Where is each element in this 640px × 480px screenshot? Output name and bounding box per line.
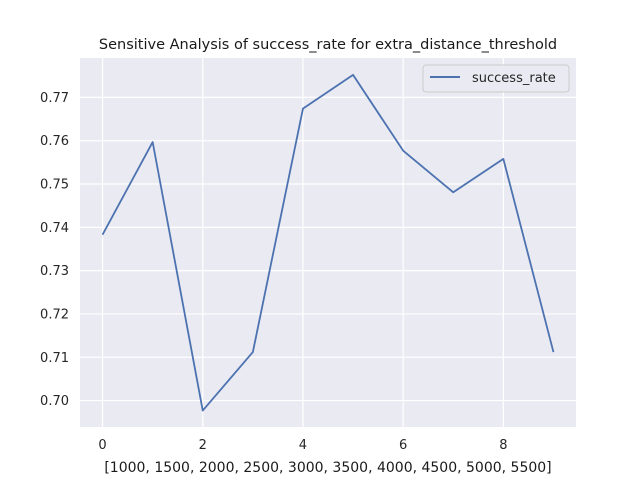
x-axis-label: [1000, 1500, 2000, 2500, 3000, 3500, 400… bbox=[104, 460, 551, 476]
x-tick-label: 0 bbox=[98, 438, 106, 453]
y-tick-label: 0.71 bbox=[40, 351, 69, 366]
series-line-success-rate bbox=[101, 73, 555, 412]
x-axis-ticks: 0 2 4 6 8 bbox=[98, 438, 507, 453]
y-tick-label: 0.72 bbox=[40, 307, 69, 322]
chart-title: Sensitive Analysis of success_rate for e… bbox=[99, 37, 557, 53]
y-tick-label: 0.76 bbox=[40, 134, 69, 149]
y-tick-label: 0.77 bbox=[40, 91, 69, 106]
x-tick-label: 6 bbox=[399, 438, 407, 453]
y-axis-ticks: 0.70 0.71 0.72 0.73 0.74 0.75 0.76 0.77 bbox=[40, 91, 69, 409]
series-group bbox=[101, 73, 555, 412]
y-tick-label: 0.70 bbox=[40, 394, 69, 409]
plot-area bbox=[80, 58, 576, 427]
x-tick-label: 8 bbox=[499, 438, 507, 453]
y-tick-label: 0.75 bbox=[40, 178, 69, 193]
y-tick-label: 0.74 bbox=[40, 221, 69, 236]
x-tick-label: 2 bbox=[199, 438, 207, 453]
legend: success_rate bbox=[422, 64, 570, 93]
legend-box bbox=[422, 64, 570, 93]
y-tick-label: 0.73 bbox=[40, 264, 69, 279]
grid-lines bbox=[80, 58, 576, 427]
legend-label-success-rate: success_rate bbox=[472, 71, 556, 86]
x-tick-label: 4 bbox=[299, 438, 307, 453]
